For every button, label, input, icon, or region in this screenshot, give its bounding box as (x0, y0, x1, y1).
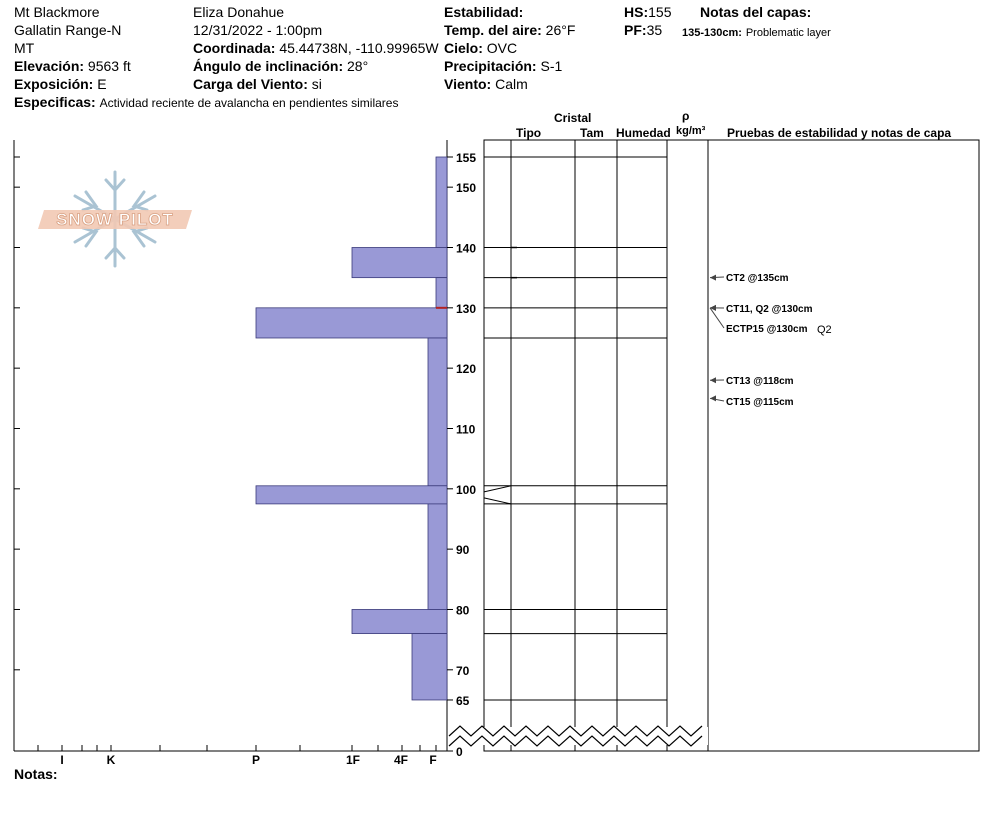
layer-note-text: Problematic layer (745, 27, 831, 39)
wind-row: Viento: Calm (444, 76, 528, 93)
coordinate-label: Coordinada: (193, 40, 276, 56)
pf-label: PF: (624, 22, 647, 38)
depth-label: 130 (456, 302, 476, 316)
stability-test-label: CT15 @115cm (726, 397, 794, 408)
hardness-layer-bar (255, 307, 448, 339)
wind-load-value: si (311, 76, 322, 92)
pf-value: 35 (646, 22, 663, 38)
hardness-layer-bar (255, 485, 448, 505)
stability-test-label: CT2 @135cm (726, 273, 789, 284)
depth-label: 155 (456, 151, 476, 165)
depth-label: 120 (456, 362, 476, 376)
test-arrow-icon (710, 304, 716, 311)
pf-row: PF:35 (624, 22, 662, 39)
aspect-value: E (97, 76, 107, 92)
axis-break-line (448, 735, 703, 747)
slope-label: Ángulo de inclinación: (193, 58, 344, 74)
aspect-label: Exposición: (14, 76, 94, 92)
slope-value: 28° (347, 58, 369, 74)
hardness-layer-bar (411, 633, 448, 701)
sky-row: Cielo: OVC (444, 40, 518, 57)
hardness-label: P (252, 753, 260, 767)
observer-name: Eliza Donahue (193, 4, 285, 20)
hardness-layer-bar (351, 609, 448, 635)
hardness-layer-bar (435, 277, 448, 309)
axis-break-gap (448, 727, 708, 745)
coordinate-row: Coordinada: 45.44738N, -110.99965W (193, 40, 439, 57)
aspect-row: Exposición: E (14, 76, 107, 93)
stability-tests-header: Pruebas de estabilidad y notas de capa (727, 126, 952, 140)
depth-label: 140 (456, 241, 476, 255)
hardness-label: F (429, 753, 436, 767)
wind-load-row: Carga del Viento: si (193, 76, 322, 93)
hs-row: HS:155 (624, 4, 671, 21)
wind-value: Calm (495, 76, 528, 92)
elevation-label: Elevación: (14, 58, 85, 74)
layer-notes-label: Notas del capas: (700, 4, 812, 20)
depth-label: 110 (456, 422, 476, 436)
layer-connector-line (483, 497, 512, 505)
precip-row: Precipitación: S-1 (444, 58, 562, 75)
test-leader-line (709, 307, 725, 329)
hardness-label: 4F (394, 753, 408, 767)
test-arrow-icon (710, 274, 716, 281)
precip-value: S-1 (540, 58, 563, 74)
precip-label: Precipitación: (444, 58, 537, 74)
state-name: MT (14, 40, 35, 56)
coordinate-value: 45.44738N, -110.99965W (279, 40, 439, 56)
air-temp-value: 26°F (545, 22, 576, 38)
air-temp-row: Temp. del aire: 26°F (444, 22, 575, 39)
depth-label: 150 (456, 181, 476, 195)
specifics-label: Especificas: (14, 94, 96, 110)
layer-grid-frame (483, 139, 980, 752)
range-name: Gallatin Range-N (14, 22, 122, 38)
depth-label: 65 (456, 694, 470, 708)
stability-test-label: CT11, Q2 @130cm (726, 304, 813, 315)
size-column-header: Tam (580, 126, 604, 140)
location-name: Mt Blackmore (14, 4, 100, 20)
wind-label: Viento: (444, 76, 492, 92)
elevation-value: 9563 ft (87, 58, 131, 74)
elevation-row: Elevación: 9563 ft (14, 58, 131, 75)
layer-connector-line (483, 485, 512, 493)
stability-test-label: ECTP15 @130cm (726, 324, 808, 335)
hardness-layer-bar (427, 337, 448, 487)
hs-label: HS: (624, 4, 649, 20)
depth-label: 80 (456, 603, 470, 617)
observation-datetime: 12/31/2022 - 1:00pm (193, 22, 323, 38)
stability-test-label: CT13 @118cm (726, 376, 794, 387)
hardness-label: I (60, 753, 63, 767)
layer-note-range: 135-130cm: (682, 27, 742, 39)
depth-label: 0 (456, 745, 463, 759)
test-arrow-icon (710, 377, 716, 384)
depth-label: 70 (456, 664, 470, 678)
hardness-label: K (107, 753, 116, 767)
stability-test-extra: Q2 (817, 324, 832, 336)
layer-note-row: 135-130cm: Problematic layer (682, 23, 831, 42)
wind-load-label: Carga del Viento: (193, 76, 308, 92)
air-temp-label: Temp. del aire: (444, 22, 542, 38)
axis-break-line (448, 725, 703, 737)
slope-row: Ángulo de inclinación: 28° (193, 58, 368, 75)
moisture-column-header: Humedad (616, 126, 671, 140)
sky-value: OVC (486, 40, 518, 56)
type-column-header: Tipo (516, 126, 542, 140)
notes-label: Notas: (14, 766, 58, 782)
depth-label: 90 (456, 543, 470, 557)
specifics-row: Especificas: Actividad reciente de avala… (14, 94, 398, 112)
stability-label: Estabilidad: (444, 4, 524, 20)
depth-label: 100 (456, 483, 476, 497)
hardness-layer-bar (351, 247, 448, 279)
hs-value: 155 (648, 4, 672, 20)
hardness-layer-bar (435, 156, 448, 248)
crystal-header: Cristal (554, 111, 592, 125)
test-arrow-icon (710, 395, 716, 402)
sky-label: Cielo: (444, 40, 483, 56)
hardness-label: 1F (346, 753, 360, 767)
density-unit-header: kg/m³ (676, 125, 706, 137)
hardness-layer-bar (427, 503, 448, 610)
specifics-value: Actividad reciente de avalancha en pendi… (99, 96, 399, 110)
rho-symbol: ρ (682, 109, 690, 123)
